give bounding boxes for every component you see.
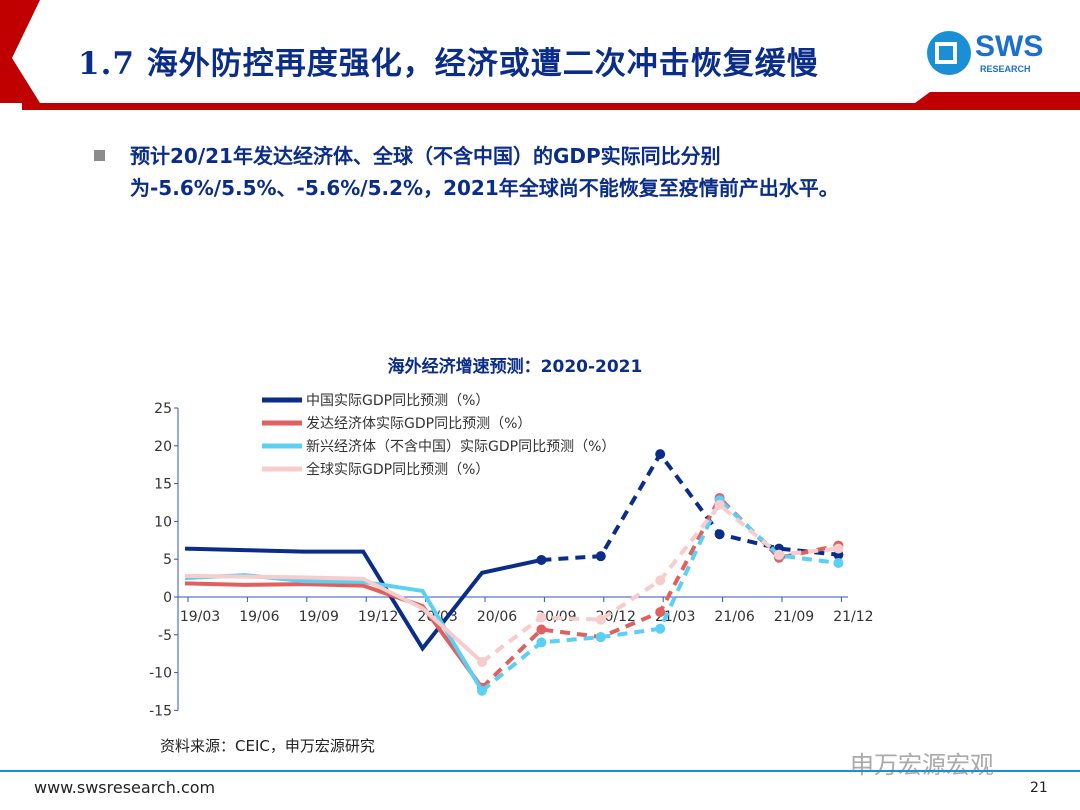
- legend-label: 中国实际GDP同比预测（%）: [306, 393, 489, 409]
- x-tick-label: 21/06: [714, 609, 754, 625]
- series-line-solid: [184, 573, 484, 692]
- x-tick-label: 20/06: [477, 609, 517, 625]
- series-line-solid: [184, 573, 484, 664]
- data-point: [833, 557, 844, 568]
- data-point: [536, 624, 547, 635]
- data-point: [655, 607, 666, 618]
- footer-divider: [0, 770, 1080, 772]
- legend-label: 全球实际GDP同比预测（%）: [306, 461, 489, 478]
- y-tick-label: 5: [163, 552, 172, 568]
- gdp-chart: 25 20 15 10 5 0 -5 -10 -15 19/03 19/06 19/09 19/12 20…: [149, 393, 873, 719]
- y-tick-label: 10: [154, 514, 172, 530]
- y-tick-label: 15: [154, 477, 172, 493]
- data-point: [536, 637, 547, 648]
- series-line-dashed: [480, 494, 839, 690]
- legend-label: 新兴经济体（不含中国）实际GDP同比预测（%）: [306, 439, 615, 455]
- data-point: [714, 529, 725, 540]
- header-banner: [0, 0, 1080, 110]
- website-link[interactable]: www.swsresearch.com: [34, 778, 216, 797]
- y-tick-label: 0: [163, 590, 172, 606]
- series-line-solid: [184, 546, 542, 652]
- x-tick-label: 19/12: [358, 609, 398, 625]
- bullet-text: 预计20/21年发达经济体、全球（不含中国）的GDP实际同比分别为-5.6%/5…: [130, 144, 839, 200]
- x-tick-label: 19/06: [239, 609, 279, 625]
- data-point: [655, 449, 666, 460]
- logo-icon: [927, 31, 971, 75]
- data-point: [774, 549, 784, 560]
- x-tick-label: 20/12: [596, 609, 636, 625]
- sws-logo: SWS RESEARCH: [925, 28, 1055, 78]
- x-tick-label: 19/09: [299, 609, 339, 625]
- data-point: [595, 614, 606, 625]
- y-tick-label: -10: [149, 666, 172, 682]
- watermark: 申万宏源宏观: [850, 751, 994, 779]
- data-point: [714, 499, 725, 510]
- bullet-icon: [94, 150, 105, 161]
- page-title: 1.7 海外防控再度强化，经济或遭二次冲击恢复缓慢: [78, 46, 819, 82]
- data-point: [477, 685, 487, 696]
- source-note: 资料来源：CEIC，申万宏源研究: [160, 737, 375, 755]
- series-line-solid: [184, 581, 484, 689]
- data-point: [477, 657, 487, 668]
- x-tick-label: 19/03: [180, 609, 220, 625]
- x-tick-label: 21/12: [833, 609, 873, 625]
- series-line-dashed: [541, 450, 839, 562]
- y-tick-label: 25: [154, 401, 172, 417]
- x-tick-label: 21/09: [774, 609, 814, 625]
- data-point: [833, 543, 844, 554]
- series-line-dashed: [480, 496, 839, 693]
- page-number: 21: [1030, 780, 1048, 796]
- data-point: [595, 632, 606, 643]
- y-tick-label: -5: [158, 628, 172, 644]
- data-point: [655, 575, 666, 586]
- data-point: [536, 612, 547, 623]
- y-tick-label: -15: [149, 703, 172, 719]
- legend-label: 发达经济体实际GDP同比预测（%）: [306, 416, 531, 432]
- data-point: [536, 554, 547, 565]
- chart-title: 海外经济增速预测：2020-2021: [387, 357, 643, 377]
- data-point: [595, 551, 606, 562]
- data-point: [655, 623, 666, 634]
- y-tick-label: 20: [154, 439, 172, 455]
